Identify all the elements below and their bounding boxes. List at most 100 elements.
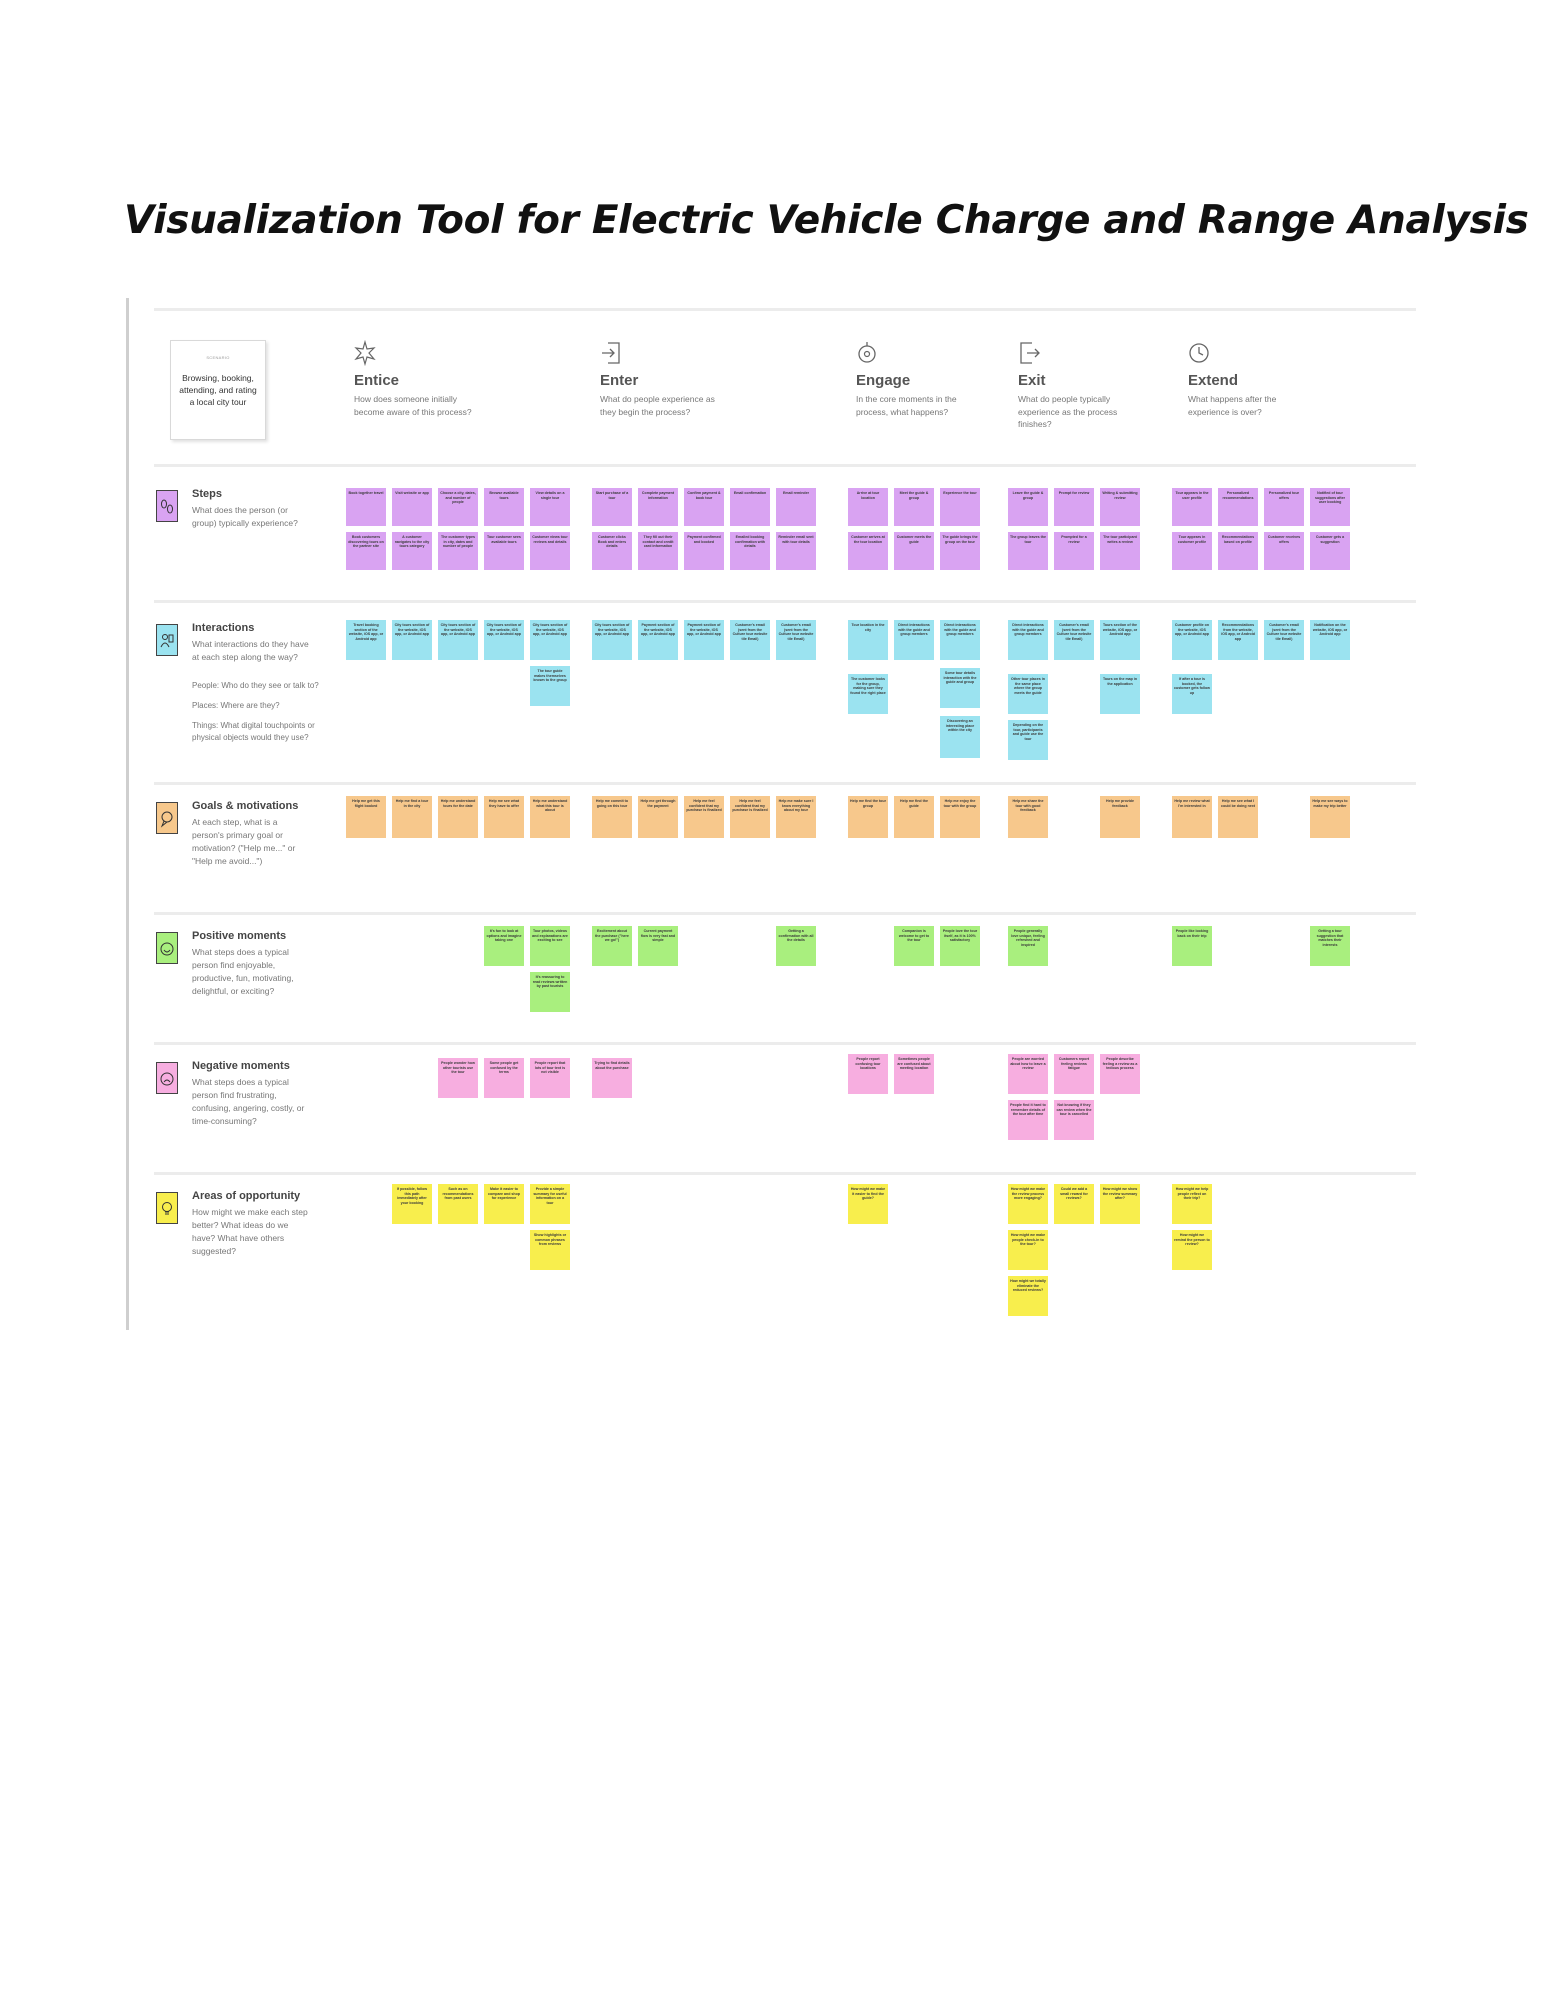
sticky-note: Payment section of the website, iOS app,… xyxy=(684,620,724,660)
sticky-note: Confirm payment & book tour xyxy=(684,488,724,526)
sticky-note: Help me feel confident that my purchase … xyxy=(730,796,770,838)
sticky-note: Depending on the tour, participants and … xyxy=(1008,720,1048,760)
sticky-note: How might we make people check-in to the… xyxy=(1008,1230,1048,1270)
sticky-note: Help me provide feedback xyxy=(1100,796,1140,838)
sticky-note: Getting a confirmation with all the deta… xyxy=(776,926,816,966)
sticky-note: Tour appears in customer profile xyxy=(1172,532,1212,570)
sticky-note: Tours section of the website, iOS app, o… xyxy=(1100,620,1140,660)
sticky-note: Emailed booking confirmation with detail… xyxy=(730,532,770,570)
sticky-note: Prompted for a review xyxy=(1054,532,1094,570)
sticky-note: Start purchase of a tour xyxy=(592,488,632,526)
sticky-note: Make it easier to compare and shop for e… xyxy=(484,1184,524,1224)
sticky-note: Show highlights or common phrases from r… xyxy=(530,1230,570,1270)
sticky-note: Trying to find details about the purchas… xyxy=(592,1058,632,1098)
smile-icon xyxy=(156,932,178,964)
sticky-note: Such as on recommendations from past use… xyxy=(438,1184,478,1224)
sticky-note: Customer's email (sent from the Culture … xyxy=(776,620,816,660)
sticky-note: Help me see what I could be doing next xyxy=(1218,796,1258,838)
sticky-note: People report that lots of tour text is … xyxy=(530,1058,570,1098)
row-divider xyxy=(154,912,1416,915)
sticky-note: Browse available tours xyxy=(484,488,524,526)
phase-enter: Enter What do people experience as they … xyxy=(600,340,750,418)
sticky-note: The tour guide makes themselves known to… xyxy=(530,666,570,706)
sticky-note: Notification on the website, iOS app, or… xyxy=(1310,620,1350,660)
sticky-note: Customer's email (sent from the Culture … xyxy=(1054,620,1094,660)
sticky-note: How might we show the review summary aft… xyxy=(1100,1184,1140,1224)
phase-question: In the core moments in the process, what… xyxy=(856,394,957,417)
sticky-note: Personalized recommendations xyxy=(1218,488,1258,526)
sticky-note: Current payment flow is very fast and si… xyxy=(638,926,678,966)
row-divider xyxy=(154,308,1416,311)
sticky-note: People report confusing tour locations xyxy=(848,1054,888,1094)
sticky-note: Customer profile on the website, iOS app… xyxy=(1172,620,1212,660)
sticky-note: City tours section of the website, iOS a… xyxy=(592,620,632,660)
sticky-note: Prompt for review xyxy=(1054,488,1094,526)
enter-icon xyxy=(602,342,620,364)
sparkle-icon xyxy=(354,340,376,366)
sticky-note: If after a tour is booked, the customer … xyxy=(1172,674,1212,714)
sticky-note: Help me understand tours for the date xyxy=(438,796,478,838)
phase-question: How does someone initially become aware … xyxy=(354,394,472,417)
sticky-note: The group leaves the tour xyxy=(1008,532,1048,570)
phase-exit: Exit What do people typically experience… xyxy=(1018,340,1168,431)
sticky-note: Recommendations based on profile xyxy=(1218,532,1258,570)
row-divider xyxy=(154,1172,1416,1175)
sticky-note: City tours section of the website, iOS a… xyxy=(438,620,478,660)
sticky-note: Discovering an interesting place within … xyxy=(940,716,980,758)
sticky-note: People describe feeling a review as a te… xyxy=(1100,1054,1140,1094)
document-title: Visualization Tool for Electric Vehicle … xyxy=(124,198,1529,243)
row-question: How might we make each step better? What… xyxy=(192,1207,308,1256)
row-title: Positive moments xyxy=(192,930,287,942)
sticky-note: Book together travel xyxy=(346,488,386,526)
sticky-note: Other tour places in the same place wher… xyxy=(1008,674,1048,714)
exit-icon xyxy=(1020,342,1040,364)
sticky-note: Help me feel confident that my purchase … xyxy=(684,796,724,838)
phase-name: Exit xyxy=(1018,372,1046,389)
phase-question: What do people typically experience as t… xyxy=(1018,394,1118,429)
phase-entice: Entice How does someone initially become… xyxy=(354,340,504,418)
sticky-note: People generally love unique, feeling re… xyxy=(1008,926,1048,966)
sticky-note: The customer types in city, dates and nu… xyxy=(438,532,478,570)
row-title: Areas of opportunity xyxy=(192,1190,301,1202)
row-title: Interactions xyxy=(192,622,255,634)
sticky-note: Customers report feeling reviews fatigue xyxy=(1054,1054,1094,1094)
sticky-note: A customer navigates to the city tours c… xyxy=(392,532,432,570)
sticky-note: Direct interactions with the guide and g… xyxy=(940,620,980,660)
sticky-note: Help me get this flight booked xyxy=(346,796,386,838)
sticky-note: Help me get through the payment xyxy=(638,796,678,838)
sticky-note: View details on a single tour xyxy=(530,488,570,526)
sticky-note: Customer's email (sent from the Culture … xyxy=(730,620,770,660)
sticky-note: The tour participant writes a review xyxy=(1100,532,1140,570)
sticky-note: Leave the guide & group xyxy=(1008,488,1048,526)
phase-question: What happens after the experience is ove… xyxy=(1188,394,1277,417)
engage-icon xyxy=(858,342,876,363)
sticky-note: People are worried about how to leave a … xyxy=(1008,1054,1048,1094)
sticky-note: Some people get confused by the terms xyxy=(484,1058,524,1098)
row-bullet: People: Who do they see or talk to? xyxy=(192,681,319,690)
sticky-note: Help me review what I'm interested in xyxy=(1172,796,1212,838)
sticky-note: They fill out their contact and credit c… xyxy=(638,532,678,570)
sticky-note: Choose a city, dates, and number of peop… xyxy=(438,488,478,526)
sticky-note: It's reassuring to read reviews written … xyxy=(530,972,570,1012)
sticky-note: Travel booking section of the website, i… xyxy=(346,620,386,660)
board-left-border xyxy=(126,298,129,1330)
sticky-note: Sometimes people are confused about meet… xyxy=(894,1054,934,1094)
frown-icon xyxy=(156,1062,178,1094)
sticky-note: Companion is welcome to get to the tour xyxy=(894,926,934,966)
row-title: Steps xyxy=(192,488,222,500)
sticky-note: How might we make the review process mor… xyxy=(1008,1184,1048,1224)
sticky-note: If possible, follow this path immediatel… xyxy=(392,1184,432,1224)
sticky-note: Tour location in the city xyxy=(848,620,888,660)
sticky-note: The guide brings the group on the tour xyxy=(940,532,980,570)
sticky-note: How might we help people reflect on thei… xyxy=(1172,1184,1212,1224)
phase-name: Entice xyxy=(354,372,400,389)
sticky-note: City tours section of the website, iOS a… xyxy=(484,620,524,660)
sticky-note: Tour appears in the user profile xyxy=(1172,488,1212,526)
sticky-note: Getting a tour suggestion that matches t… xyxy=(1310,926,1350,966)
row-divider xyxy=(154,464,1416,467)
sticky-note: How might we remind the person to review… xyxy=(1172,1230,1212,1270)
sticky-note: City tours section of the website, iOS a… xyxy=(530,620,570,660)
sticky-note: Notified of tour suggestions after user … xyxy=(1310,488,1350,526)
row-question: What interactions do they have at each s… xyxy=(192,639,309,662)
sticky-note: Help me see ways to make my trip better xyxy=(1310,796,1350,838)
